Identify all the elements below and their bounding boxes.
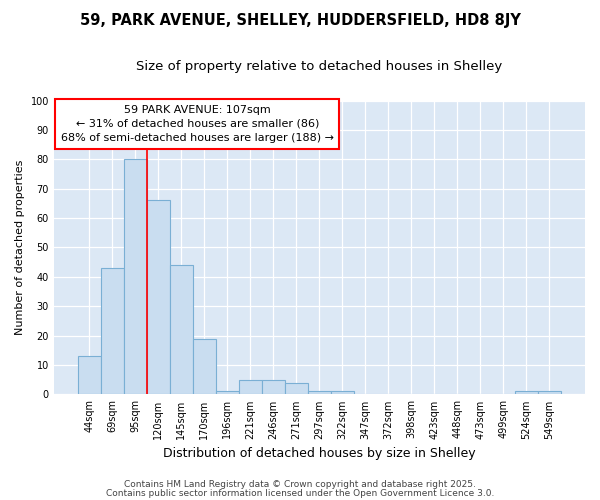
Bar — [170, 265, 193, 394]
Text: Contains HM Land Registry data © Crown copyright and database right 2025.: Contains HM Land Registry data © Crown c… — [124, 480, 476, 489]
Y-axis label: Number of detached properties: Number of detached properties — [15, 160, 25, 335]
Bar — [262, 380, 285, 394]
Bar — [239, 380, 262, 394]
Bar — [285, 382, 308, 394]
Bar — [193, 338, 216, 394]
Bar — [538, 392, 561, 394]
Bar — [515, 392, 538, 394]
Text: Contains public sector information licensed under the Open Government Licence 3.: Contains public sector information licen… — [106, 488, 494, 498]
Bar — [331, 392, 354, 394]
X-axis label: Distribution of detached houses by size in Shelley: Distribution of detached houses by size … — [163, 447, 476, 460]
Bar — [308, 392, 331, 394]
Title: Size of property relative to detached houses in Shelley: Size of property relative to detached ho… — [136, 60, 503, 73]
Text: 59, PARK AVENUE, SHELLEY, HUDDERSFIELD, HD8 8JY: 59, PARK AVENUE, SHELLEY, HUDDERSFIELD, … — [80, 12, 520, 28]
Bar — [101, 268, 124, 394]
Text: 59 PARK AVENUE: 107sqm
← 31% of detached houses are smaller (86)
68% of semi-det: 59 PARK AVENUE: 107sqm ← 31% of detached… — [61, 105, 334, 143]
Bar — [124, 160, 147, 394]
Bar — [147, 200, 170, 394]
Bar — [216, 392, 239, 394]
Bar — [78, 356, 101, 395]
